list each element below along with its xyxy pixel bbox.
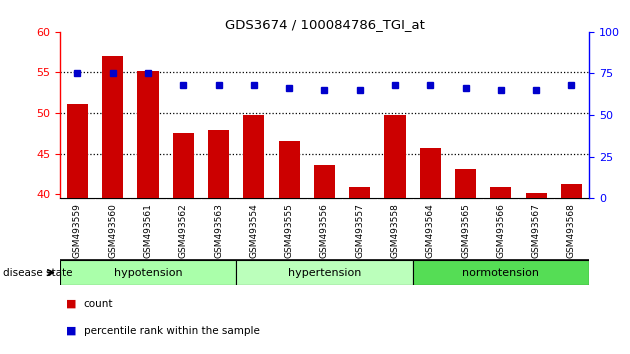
Text: hypertension: hypertension	[288, 268, 361, 278]
Text: GSM493563: GSM493563	[214, 203, 223, 258]
Bar	[490, 187, 512, 198]
Text: GSM493568: GSM493568	[567, 203, 576, 258]
Bar	[236, 260, 413, 285]
Bar	[67, 104, 88, 198]
Text: ■: ■	[66, 299, 77, 309]
Bar	[314, 165, 335, 198]
Text: GSM493560: GSM493560	[108, 203, 117, 258]
Text: GSM493557: GSM493557	[355, 203, 364, 258]
Text: hypotension: hypotension	[114, 268, 182, 278]
Text: GSM493565: GSM493565	[461, 203, 470, 258]
Text: GSM493555: GSM493555	[285, 203, 294, 258]
Bar	[525, 193, 547, 198]
Bar	[420, 148, 441, 198]
Bar	[413, 260, 589, 285]
Bar	[137, 71, 159, 198]
Text: GSM493556: GSM493556	[320, 203, 329, 258]
Text: GSM493561: GSM493561	[144, 203, 152, 258]
Bar	[561, 184, 582, 198]
Text: normotension: normotension	[462, 268, 539, 278]
Text: GSM493558: GSM493558	[391, 203, 399, 258]
Text: percentile rank within the sample: percentile rank within the sample	[84, 326, 260, 336]
Text: count: count	[84, 299, 113, 309]
Bar	[208, 130, 229, 198]
Text: GSM493562: GSM493562	[179, 203, 188, 258]
Text: GSM493566: GSM493566	[496, 203, 505, 258]
Text: GSM493554: GSM493554	[249, 203, 258, 258]
Text: disease state: disease state	[3, 268, 72, 278]
Text: GSM493559: GSM493559	[73, 203, 82, 258]
Bar	[243, 115, 265, 198]
Bar	[384, 115, 406, 198]
Bar	[173, 133, 194, 198]
Bar	[102, 56, 123, 198]
Text: ■: ■	[66, 326, 77, 336]
Bar	[349, 187, 370, 198]
Bar	[278, 141, 300, 198]
Bar	[60, 260, 236, 285]
Bar	[455, 169, 476, 198]
Text: GSM493564: GSM493564	[426, 203, 435, 258]
Title: GDS3674 / 100084786_TGI_at: GDS3674 / 100084786_TGI_at	[224, 18, 425, 31]
Text: GSM493567: GSM493567	[532, 203, 541, 258]
